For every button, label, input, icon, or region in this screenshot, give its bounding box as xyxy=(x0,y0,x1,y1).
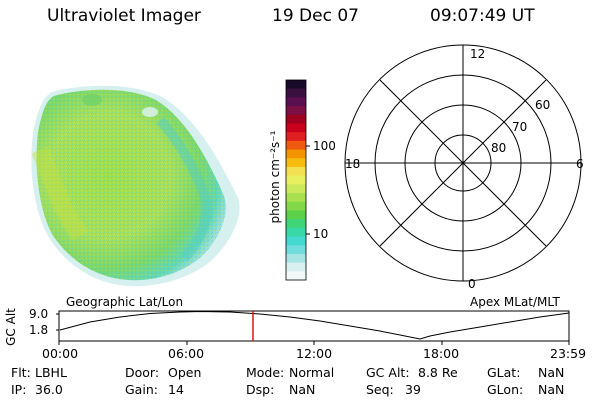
xtick-06-00: 06:00 xyxy=(168,346,205,361)
mlt-label-18: 18 xyxy=(345,157,361,171)
info-glon-val: NaN xyxy=(538,382,565,397)
mlt-label-12: 12 xyxy=(470,47,486,61)
colorbar-stripe xyxy=(286,80,306,90)
colorbar-stripe xyxy=(286,166,306,177)
altitude-ytick-1-8: 1.8 xyxy=(29,323,49,337)
info-dsp-key: Dsp: xyxy=(246,382,275,397)
colorbar-stripe xyxy=(286,236,306,246)
info-flt-key: Flt: xyxy=(11,365,31,380)
info-ip-key: IP: xyxy=(11,382,27,397)
colorbar-stripe xyxy=(286,193,306,203)
info-ip-val: 36.0 xyxy=(35,382,63,397)
polar-grid xyxy=(344,44,582,282)
colorbar-frame xyxy=(285,79,307,281)
altitude-ytick-9: 9.0 xyxy=(29,307,49,321)
mlt-label-0: 0 xyxy=(468,277,476,291)
xtick-00-00: 00:00 xyxy=(42,346,79,361)
colorbar-stripe xyxy=(286,219,306,229)
colorbar-label-10: 10 xyxy=(313,227,329,241)
colorbar-stripe xyxy=(286,88,306,98)
colorbar-label-100: 100 xyxy=(313,139,336,153)
altitude-ylabel: GC Alt xyxy=(4,308,18,346)
colorbar-stripe xyxy=(286,227,306,238)
apex-label: Apex MLat/MLT xyxy=(470,295,560,309)
info-gcalt-val: 8.8 Re xyxy=(418,365,458,380)
instrument-title: Ultraviolet Imager xyxy=(47,6,201,26)
colorbar-stripe xyxy=(286,140,306,151)
mlat-label-80: 80 xyxy=(491,141,507,155)
colorbar-stripe xyxy=(286,210,306,220)
uvi-image xyxy=(31,85,240,287)
xtick-18-00: 18:00 xyxy=(423,346,460,361)
colorbar-stripe xyxy=(286,271,306,281)
info-seq-key: Seq: xyxy=(366,382,394,397)
colorbar-stripe xyxy=(286,106,306,116)
date-label: 19 Dec 07 xyxy=(272,6,359,26)
info-mode-val: Normal xyxy=(289,365,335,380)
xtick-23-59: 23:59 xyxy=(550,346,587,361)
colorbar-unit-label: photon cm⁻²s⁻¹ xyxy=(268,130,282,224)
info-seq-val: 39 xyxy=(405,382,421,397)
info-gcalt-key: GC Alt: xyxy=(366,365,410,380)
colorbar-stripe xyxy=(286,149,306,159)
info-door-key: Door: xyxy=(125,365,160,380)
info-gain-key: Gain: xyxy=(125,382,158,397)
time-label: 09:07:49 UT xyxy=(430,6,535,26)
info-glon-key: GLon: xyxy=(487,382,524,397)
info-door-val: Open xyxy=(168,365,202,380)
info-mode-key: Mode: xyxy=(246,365,285,380)
mlat-label-60: 60 xyxy=(535,98,551,112)
info-dsp-val: NaN xyxy=(289,382,316,397)
colorbar-stripe xyxy=(286,184,306,194)
info-flt-val: LBHL xyxy=(35,365,67,380)
mlat-label-70: 70 xyxy=(512,120,528,134)
info-gain-val: 14 xyxy=(168,382,184,397)
altitude-plot xyxy=(56,310,570,345)
info-glat-val: NaN xyxy=(538,365,565,380)
xtick-12-00: 12:00 xyxy=(296,346,333,361)
colorbar-stripe xyxy=(286,175,306,185)
colorbar-stripe xyxy=(286,97,306,107)
mlt-label-6: 6 xyxy=(576,157,584,171)
colorbar-stripe xyxy=(286,158,306,168)
colorbar-stripe xyxy=(286,114,306,125)
info-glat-key: GLat: xyxy=(487,365,521,380)
colorbar xyxy=(286,80,306,281)
geographic-label: Geographic Lat/Lon xyxy=(66,295,184,309)
colorbar-stripe xyxy=(286,262,306,272)
colorbar-stripe xyxy=(286,132,306,142)
colorbar-stripe xyxy=(286,253,306,264)
colorbar-stripe xyxy=(286,123,306,133)
colorbar-stripe xyxy=(286,245,306,255)
colorbar-stripe xyxy=(286,201,306,212)
